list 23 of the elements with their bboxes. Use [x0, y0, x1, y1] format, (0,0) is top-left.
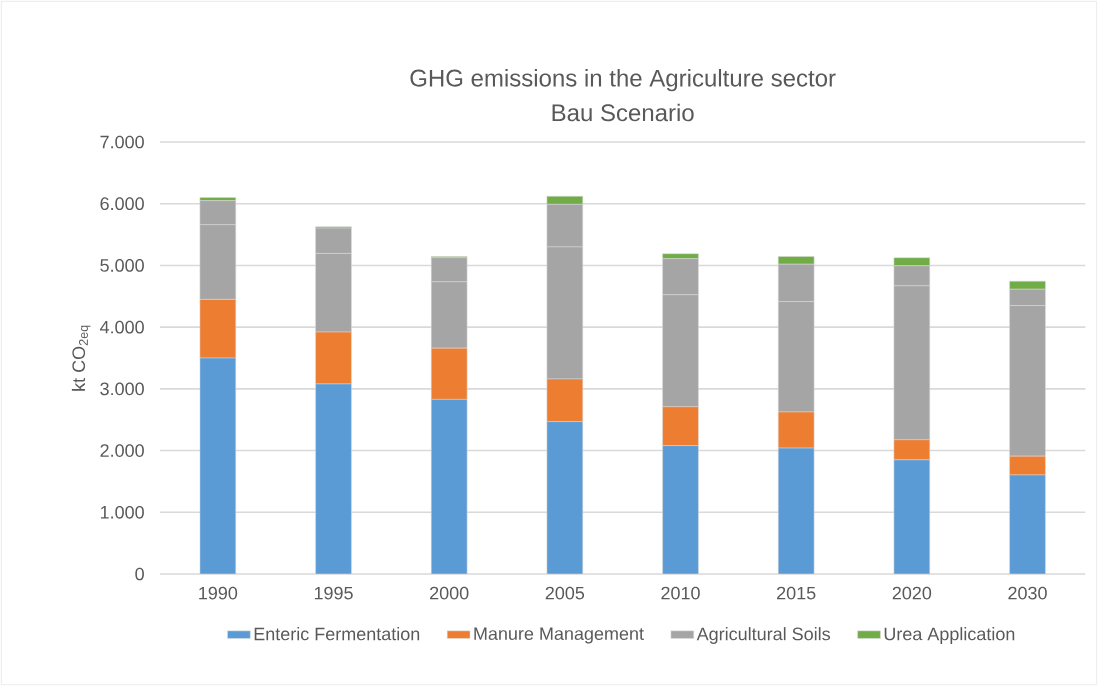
chart-subtitle: Bau Scenario — [552, 103, 694, 122]
legend-label: Urea Application — [884, 627, 1015, 644]
legend-label: Manure Management — [474, 627, 644, 644]
legend-label: Enteric Fermentation — [254, 627, 420, 641]
x-tick-label: 2015 — [777, 586, 816, 600]
y-axis-title: kt CO$_{2eq}$ — [71, 325, 91, 391]
legend-label: Agricultural Soils — [696, 627, 830, 644]
y-tick-label: 0 — [135, 567, 144, 581]
x-tick-label: 2020 — [892, 586, 932, 600]
y-tick-label: 5.000 — [100, 259, 144, 272]
x-tick-label: 1990 — [199, 586, 238, 600]
chart-title: GHG emissions in the Agriculture sector — [410, 69, 836, 92]
x-tick-label: 2030 — [1008, 586, 1047, 600]
y-tick-label: 7.000 — [100, 135, 144, 149]
y-tick-label: 1.000 — [100, 505, 144, 519]
y-tick-label: 6.000 — [100, 197, 144, 211]
x-tick-label: 1995 — [314, 586, 353, 600]
x-tick-label: 2005 — [545, 586, 585, 600]
y-tick-label: 4.000 — [100, 320, 144, 334]
x-tick-label: 2000 — [430, 586, 469, 600]
y-tick-label: 2.000 — [100, 444, 144, 457]
x-tick-label: 2010 — [661, 586, 700, 600]
y-tick-label: 3.000 — [100, 382, 144, 396]
